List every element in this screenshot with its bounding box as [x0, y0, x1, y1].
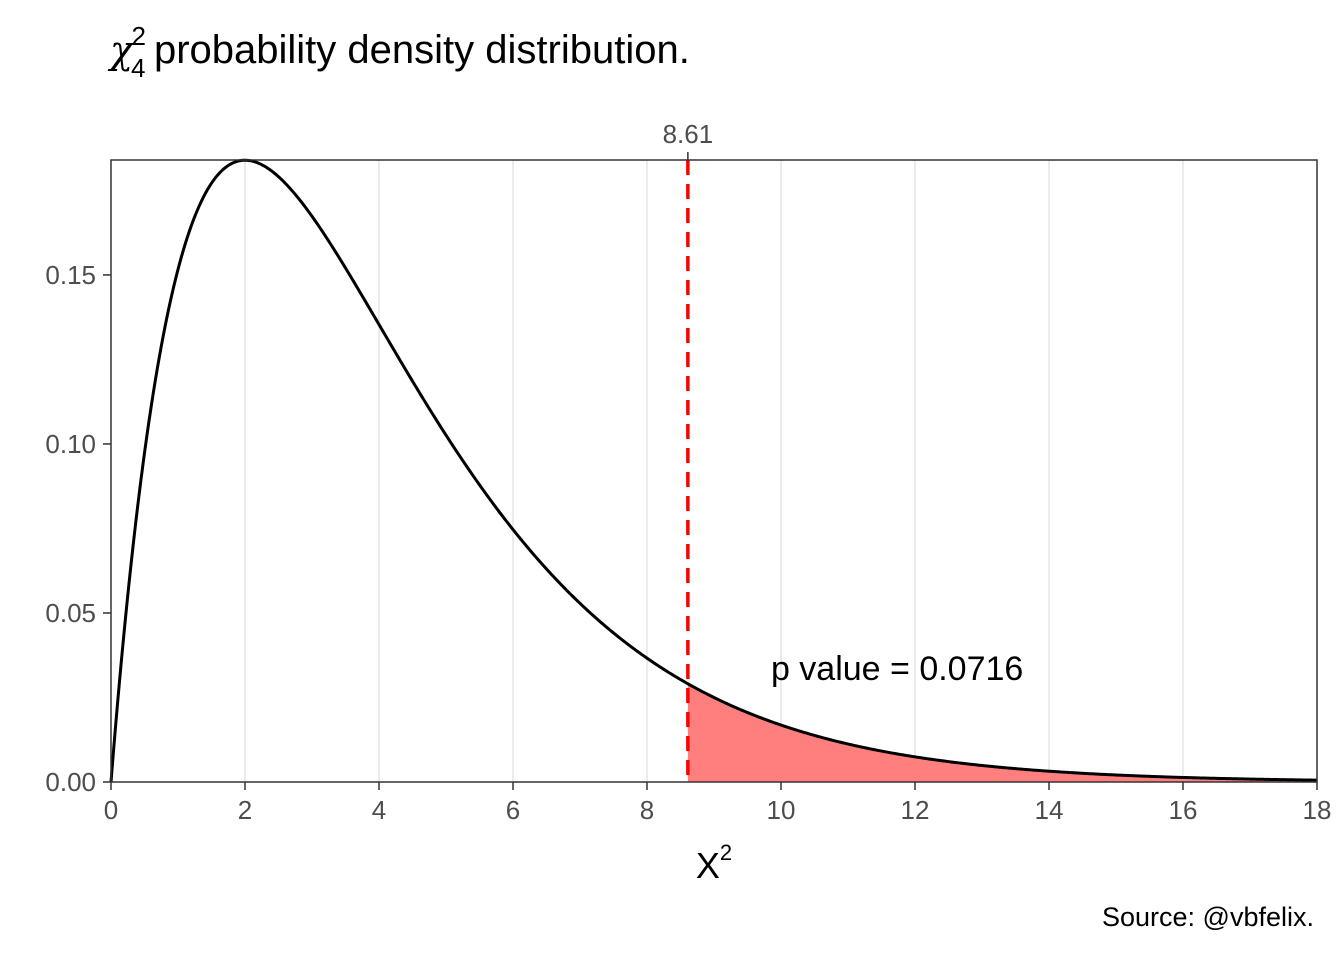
- x-tick-label: 16: [1169, 795, 1198, 825]
- x-axis-label-base: X: [696, 845, 720, 886]
- source-caption: Source: @vbfelix.: [1102, 902, 1314, 932]
- density-curve: [109, 158, 1318, 783]
- y-tick-label: 0.10: [45, 429, 96, 459]
- x-tick-label: 2: [238, 795, 252, 825]
- title-df-subscript: 4: [131, 53, 146, 83]
- y-tick-label: 0.00: [45, 767, 96, 797]
- grid-lines: [244, 160, 1184, 782]
- tail-area-fill: [687, 683, 1317, 782]
- x-tick-label: 14: [1035, 795, 1064, 825]
- axis-ticks: 0 2 4 6 8 10 12 14 16 18 0.00 0.05 0.10 0.15: [45, 152, 1331, 825]
- p-value-annotation: p value = 0.0716: [771, 650, 1023, 688]
- y-tick-label: 0.15: [45, 260, 96, 290]
- x-tick-label: 12: [901, 795, 930, 825]
- x-tick-label: 18: [1303, 795, 1332, 825]
- y-tick-label: 0.05: [45, 598, 96, 628]
- x-tick-label: 4: [372, 795, 386, 825]
- x-tick-label: 0: [104, 795, 118, 825]
- x-axis-label-superscript: 2: [720, 840, 732, 865]
- x-axis-label: X2: [696, 840, 732, 886]
- plot-panel-border: [110, 159, 1318, 783]
- critical-value-label: 8.61: [663, 119, 714, 149]
- chi-symbol: χ: [110, 28, 134, 72]
- title-power-superscript: 2: [131, 21, 146, 51]
- x-tick-label: 10: [767, 795, 796, 825]
- title-text: probability density distribution.: [153, 28, 690, 72]
- chart-title: χ42 probability density distribution.: [110, 21, 690, 83]
- x-tick-label: 6: [506, 795, 520, 825]
- x-tick-label: 8: [640, 795, 654, 825]
